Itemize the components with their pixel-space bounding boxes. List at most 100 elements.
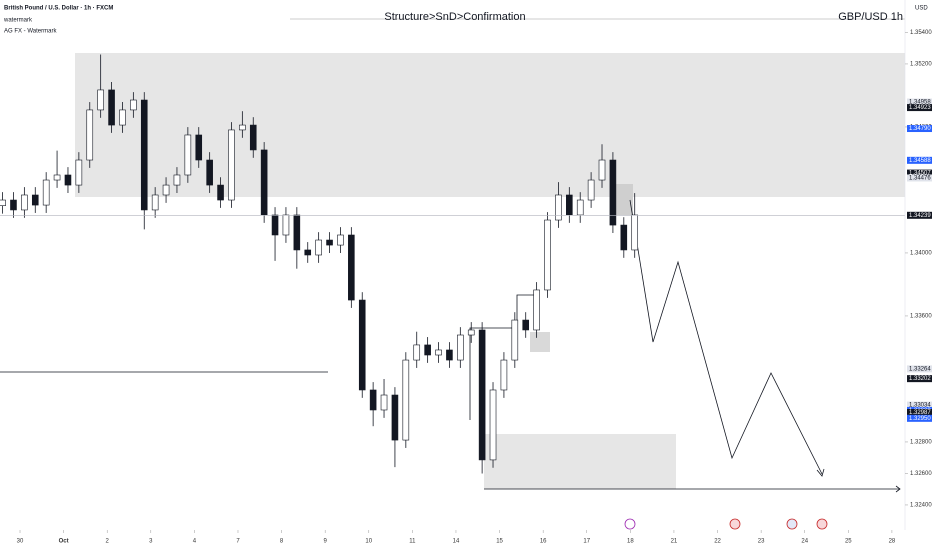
candle-body [130,99,137,111]
price-tag-label: 1.34790 [909,126,931,132]
price-tag [907,98,932,106]
y-tick-label: 1.33600 [910,314,932,320]
candle-body [489,389,497,461]
candle-body [620,224,628,251]
candle-body [42,179,50,206]
candle-body [511,319,519,361]
x-tick-label: 8 [280,539,284,545]
candle-body [260,149,268,216]
price-tag [907,365,932,373]
price-tag [907,401,932,409]
axis-group: 1.324001.326001.328001.336001.340001.348… [17,30,932,545]
demand-zone [484,434,676,489]
candle-body [631,214,639,251]
candle-body [391,394,399,441]
x-tick-label: Oct [59,539,69,545]
candle-body [598,159,606,181]
y-tick-label: 1.32400 [910,503,932,509]
candle-body [108,89,115,126]
entry-zone [613,184,633,215]
x-tick-label: 3 [149,539,153,545]
x-tick-label: 11 [409,539,416,545]
candle-body [119,109,126,126]
arrow-head [816,468,825,477]
price-tag [907,409,932,417]
price-tag [907,211,932,219]
price-tag-label: 1.33264 [909,366,931,372]
event-icon[interactable] [729,518,741,530]
candle-body [271,214,279,236]
price-tag-label: 1.33202 [909,376,931,382]
candle-body [184,134,192,176]
candle-body [64,174,72,186]
candle-body [53,174,61,181]
price-tag [907,414,932,422]
x-tick-label: 24 [801,539,808,545]
x-tick-label: 10 [365,539,372,545]
y-tick-label: 1.32600 [910,471,932,477]
candle-body [195,134,203,161]
price-tag-label: 1.34507 [909,171,931,177]
price-tag-label: 1.32950 [909,416,931,422]
candle-body [293,214,301,251]
price-tag-label: 1.33034 [909,403,931,409]
candle-body [435,349,442,356]
candle-body [348,234,355,301]
x-tick-label: 9 [324,539,328,545]
price-tag-label: 1.34239 [909,213,931,219]
price-axis [905,0,932,550]
event-icon[interactable] [786,518,798,530]
price-tag-label: 1.34588 [909,158,931,164]
chart-title: British Pound / U.S. Dollar · 1h · FXCM [4,6,113,12]
x-tick-label: 14 [453,539,460,545]
candle-body [555,194,562,221]
price-tag [907,375,932,383]
candle-body [326,239,333,246]
candle-body [97,89,104,111]
price-tag-label: 1.34923 [909,105,931,111]
x-tick-label: 30 [17,539,24,545]
candle-body [609,159,617,226]
x-tick-label: 4 [193,539,197,545]
candle-body [86,109,94,161]
arrow-head [895,485,901,493]
indicator-label: watermark [3,18,33,24]
x-tick-label: 28 [889,539,896,545]
candle-body [467,329,475,336]
candle-body [566,194,573,216]
candle-body [75,159,83,186]
candle-body [424,344,431,356]
candle-body [162,184,170,196]
x-tick-label: 15 [496,539,503,545]
candle-body [31,194,39,206]
candle-body [522,319,530,331]
candle-body [576,199,584,216]
supply-zone [75,53,905,197]
x-tick-label: 17 [583,539,590,545]
candle-body [10,199,17,211]
indicator-label: AG FX - Watermark [4,29,57,35]
candle-body [446,349,453,361]
price-tag-label: 1.32987 [909,410,931,416]
event-icon[interactable] [624,518,636,530]
candle-body [0,199,6,206]
candle-body [239,124,246,131]
candle-body [140,99,148,211]
candle-body [206,159,213,186]
event-icon[interactable] [816,518,828,530]
y-tick-label: 1.32800 [910,440,932,446]
candle-body [217,184,224,201]
candle-body [457,334,464,361]
price-tag-label: 1.34476 [909,176,931,182]
x-tick-label: 2 [106,539,110,545]
x-tick-label: 21 [671,539,678,545]
demand-zone [530,332,550,352]
candle-body [380,394,388,411]
candle-body [151,194,159,211]
candle-body [358,299,366,391]
candle-body [533,289,540,331]
candle-body [413,344,421,361]
candle-body [282,214,290,236]
